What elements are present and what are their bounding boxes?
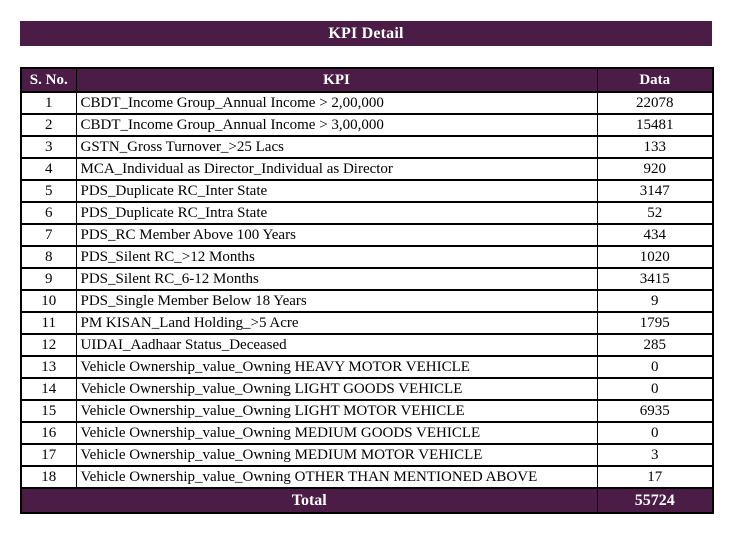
kpi-cell: Vehicle Ownership_value_Owning HEAVY MOT… (75, 355, 598, 379)
data-cell: 3415 (596, 267, 714, 291)
data-cell: 920 (596, 157, 714, 181)
sno-cell: 5 (20, 179, 77, 203)
table-row: 11 PM KISAN_Land Holding_>5 Acre 1795 (20, 311, 714, 335)
kpi-cell: Vehicle Ownership_value_Owning LIGHT MOT… (75, 399, 598, 423)
data-cell: 0 (596, 377, 714, 401)
data-cell: 52 (596, 201, 714, 225)
table-row: 1 CBDT_Income Group_Annual Income > 2,00… (20, 91, 714, 115)
table-row: 7 PDS_RC Member Above 100 Years 434 (20, 223, 714, 247)
sno-cell: 18 (20, 465, 77, 489)
sno-cell: 11 (20, 311, 77, 335)
data-cell: 22078 (596, 91, 714, 115)
kpi-table: S. No. KPI Data 1 CBDT_Income Group_Annu… (20, 67, 714, 514)
column-header-sno: S. No. (20, 67, 77, 93)
kpi-cell: PDS_Duplicate RC_Intra State (75, 201, 598, 225)
data-cell: 6935 (596, 399, 714, 423)
table-row: 9 PDS_Silent RC_6-12 Months 3415 (20, 267, 714, 291)
kpi-cell: PDS_Silent RC_>12 Months (75, 245, 598, 269)
table-row: 4 MCA_Individual as Director_Individual … (20, 157, 714, 181)
sno-cell: 17 (20, 443, 77, 467)
table-header-row: S. No. KPI Data (20, 67, 714, 93)
data-cell: 0 (596, 355, 714, 379)
total-row: Total 55724 (20, 487, 714, 514)
sno-cell: 1 (20, 91, 77, 115)
kpi-cell: PDS_Duplicate RC_Inter State (75, 179, 598, 203)
data-cell: 434 (596, 223, 714, 247)
kpi-cell: PDS_Silent RC_6-12 Months (75, 267, 598, 291)
table-row: 15 Vehicle Ownership_value_Owning LIGHT … (20, 399, 714, 423)
kpi-cell: Vehicle Ownership_value_Owning MEDIUM GO… (75, 421, 598, 445)
data-cell: 3147 (596, 179, 714, 203)
table-row: 6 PDS_Duplicate RC_Intra State 52 (20, 201, 714, 225)
kpi-cell: PDS_RC Member Above 100 Years (75, 223, 598, 247)
sno-cell: 9 (20, 267, 77, 291)
data-cell: 133 (596, 135, 714, 159)
sno-cell: 8 (20, 245, 77, 269)
data-cell: 1795 (596, 311, 714, 335)
kpi-cell: UIDAI_Aadhaar Status_Deceased (75, 333, 598, 357)
sno-cell: 3 (20, 135, 77, 159)
data-cell: 285 (596, 333, 714, 357)
kpi-cell: Vehicle Ownership_value_Owning OTHER THA… (75, 465, 598, 489)
total-label: Total (20, 487, 598, 514)
kpi-cell: CBDT_Income Group_Annual Income > 2,00,0… (75, 91, 598, 115)
total-value: 55724 (596, 487, 714, 514)
kpi-cell: MCA_Individual as Director_Individual as… (75, 157, 598, 181)
table-row: 10 PDS_Single Member Below 18 Years 9 (20, 289, 714, 313)
table-row: 16 Vehicle Ownership_value_Owning MEDIUM… (20, 421, 714, 445)
table-row: 3 GSTN_Gross Turnover_>25 Lacs 133 (20, 135, 714, 159)
data-cell: 3 (596, 443, 714, 467)
sno-cell: 4 (20, 157, 77, 181)
table-row: 18 Vehicle Ownership_value_Owning OTHER … (20, 465, 714, 489)
kpi-cell: CBDT_Income Group_Annual Income > 3,00,0… (75, 113, 598, 137)
data-cell: 17 (596, 465, 714, 489)
page-title: KPI Detail (20, 21, 712, 46)
table-row: 5 PDS_Duplicate RC_Inter State 3147 (20, 179, 714, 203)
kpi-cell: PM KISAN_Land Holding_>5 Acre (75, 311, 598, 335)
kpi-cell: PDS_Single Member Below 18 Years (75, 289, 598, 313)
column-header-kpi: KPI (75, 67, 598, 93)
kpi-cell: Vehicle Ownership_value_Owning MEDIUM MO… (75, 443, 598, 467)
data-cell: 1020 (596, 245, 714, 269)
sno-cell: 6 (20, 201, 77, 225)
sno-cell: 12 (20, 333, 77, 357)
kpi-cell: GSTN_Gross Turnover_>25 Lacs (75, 135, 598, 159)
table-row: 2 CBDT_Income Group_Annual Income > 3,00… (20, 113, 714, 137)
column-header-data: Data (596, 67, 714, 93)
data-cell: 9 (596, 289, 714, 313)
sno-cell: 7 (20, 223, 77, 247)
sno-cell: 15 (20, 399, 77, 423)
sno-cell: 16 (20, 421, 77, 445)
data-cell: 0 (596, 421, 714, 445)
sno-cell: 14 (20, 377, 77, 401)
kpi-cell: Vehicle Ownership_value_Owning LIGHT GOO… (75, 377, 598, 401)
table-row: 17 Vehicle Ownership_value_Owning MEDIUM… (20, 443, 714, 467)
sno-cell: 13 (20, 355, 77, 379)
table-row: 14 Vehicle Ownership_value_Owning LIGHT … (20, 377, 714, 401)
table-row: 8 PDS_Silent RC_>12 Months 1020 (20, 245, 714, 269)
sno-cell: 2 (20, 113, 77, 137)
table-row: 12 UIDAI_Aadhaar Status_Deceased 285 (20, 333, 714, 357)
data-cell: 15481 (596, 113, 714, 137)
sno-cell: 10 (20, 289, 77, 313)
table-row: 13 Vehicle Ownership_value_Owning HEAVY … (20, 355, 714, 379)
